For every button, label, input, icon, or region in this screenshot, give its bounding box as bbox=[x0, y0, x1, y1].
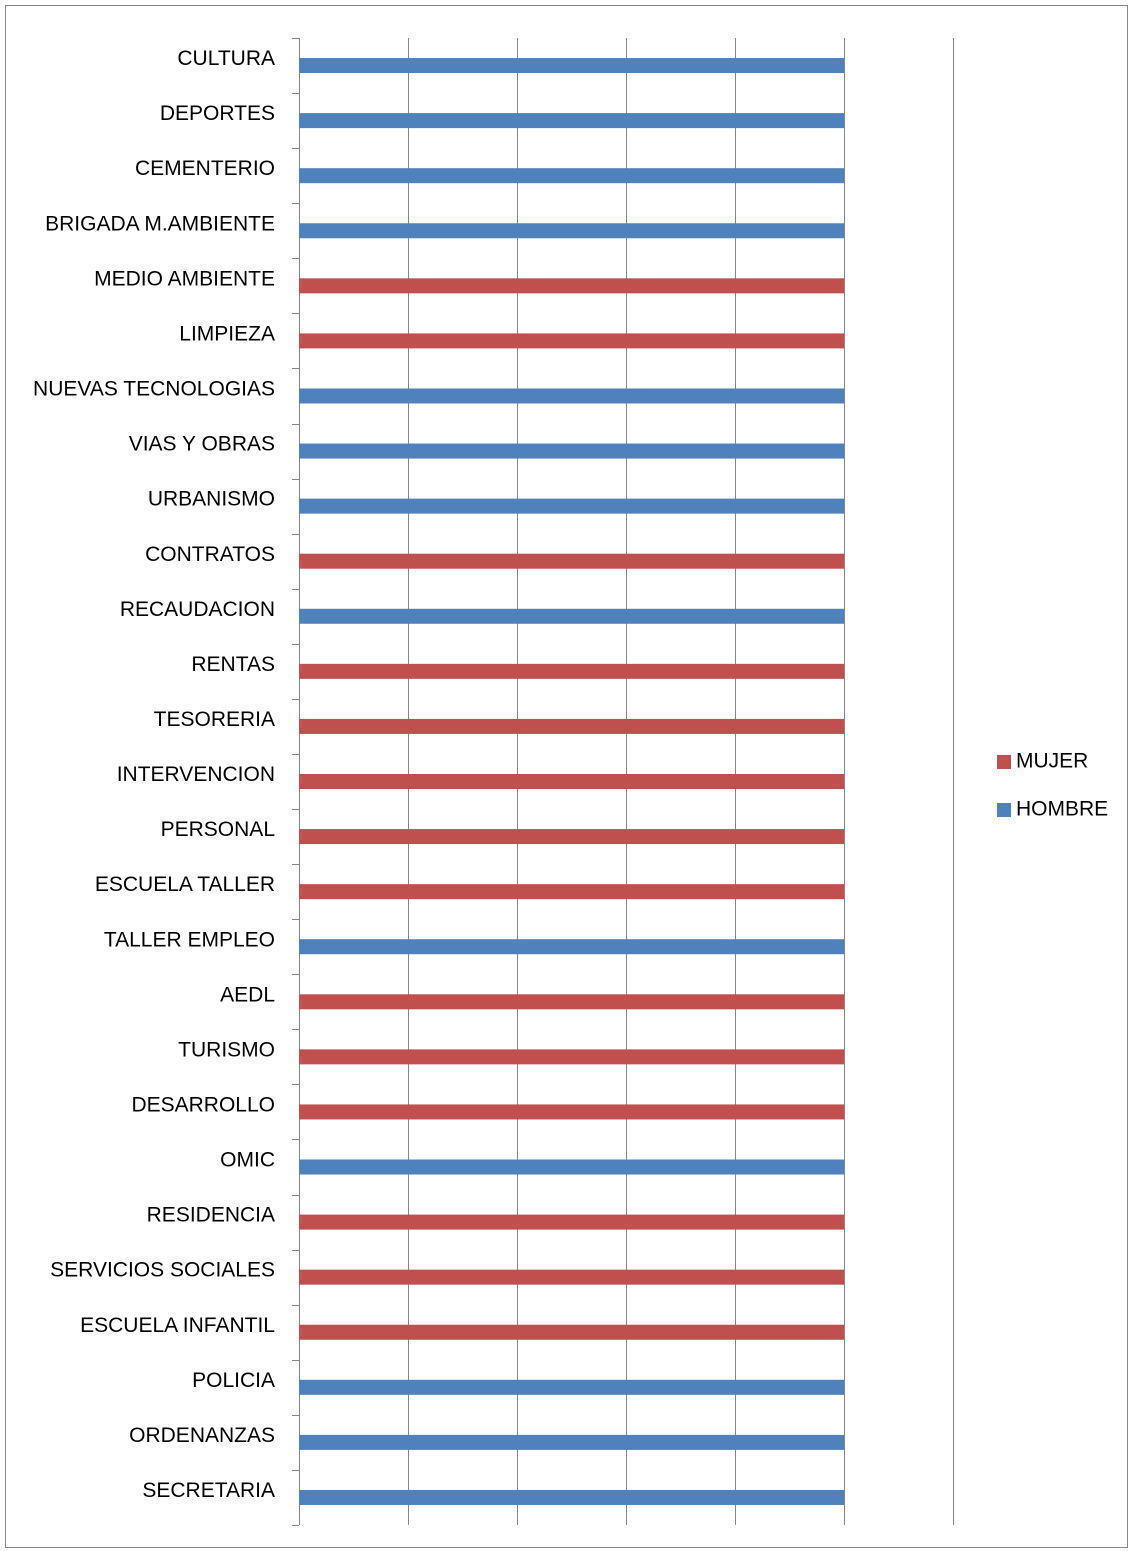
category-label-policia: POLICIA bbox=[192, 1369, 275, 1392]
legend-label-hombre: HOMBRE bbox=[1016, 798, 1108, 821]
category-label-servicios-sociales: SERVICIOS SOCIALES bbox=[50, 1259, 275, 1282]
category-label-brigada-m-ambiente: BRIGADA M.AMBIENTE bbox=[45, 212, 275, 235]
category-label-limpieza: LIMPIEZA bbox=[179, 322, 275, 345]
legend-swatch-mujer bbox=[997, 755, 1011, 769]
category-label-desarrollo: DESARROLLO bbox=[131, 1093, 275, 1116]
category-label-nuevas-tecnologias: NUEVAS TECNOLOGIAS bbox=[33, 378, 275, 401]
bar-hombre-cementerio bbox=[299, 168, 844, 184]
legend-swatch-hombre bbox=[997, 803, 1011, 817]
category-label-tesoreria: TESORERIA bbox=[154, 708, 275, 731]
bar-mujer-servicios-sociales bbox=[299, 1269, 844, 1285]
category-label-intervencion: INTERVENCION bbox=[117, 763, 275, 786]
bar-mujer-personal bbox=[299, 829, 844, 845]
category-label-ordenanzas: ORDENANZAS bbox=[129, 1424, 275, 1447]
bar-mujer-desarrollo bbox=[299, 1104, 844, 1120]
bar-hombre-deportes bbox=[299, 113, 844, 129]
bar-hombre-ordenanzas bbox=[299, 1434, 844, 1450]
category-label-taller-empleo: TALLER EMPLEO bbox=[104, 928, 275, 951]
bar-mujer-rentas bbox=[299, 663, 844, 679]
bar-hombre-vias-y-obras bbox=[299, 443, 844, 459]
bar-hombre-omic bbox=[299, 1159, 844, 1175]
bar-hombre-nuevas-tecnologias bbox=[299, 388, 844, 404]
category-label-cultura: CULTURA bbox=[177, 47, 275, 70]
category-label-vias-y-obras: VIAS Y OBRAS bbox=[129, 433, 275, 456]
category-label-rentas: RENTAS bbox=[191, 653, 275, 676]
bar-mujer-aedl bbox=[299, 994, 844, 1010]
bar-mujer-contratos bbox=[299, 553, 844, 569]
bar-mujer-intervencion bbox=[299, 774, 844, 789]
bar-mujer-residencia bbox=[299, 1214, 844, 1230]
category-label-secretaria: SECRETARIA bbox=[142, 1479, 275, 1502]
bar-mujer-medio-ambiente bbox=[299, 278, 844, 294]
category-label-turismo: TURISMO bbox=[178, 1038, 275, 1061]
category-label-urbanismo: URBANISMO bbox=[148, 488, 275, 511]
category-label-omic: OMIC bbox=[220, 1149, 275, 1172]
category-axis bbox=[292, 38, 300, 1526]
category-label-personal: PERSONAL bbox=[161, 818, 275, 841]
bar-hombre-secretaria bbox=[299, 1489, 844, 1505]
legend: MUJER HOMBRE bbox=[997, 750, 1108, 821]
category-label-residencia: RESIDENCIA bbox=[147, 1204, 275, 1227]
category-label-deportes: DEPORTES bbox=[160, 102, 275, 125]
category-label-cementerio: CEMENTERIO bbox=[135, 157, 275, 180]
category-label-aedl: AEDL bbox=[220, 983, 275, 1006]
category-label-contratos: CONTRATOS bbox=[145, 543, 275, 566]
category-label-medio-ambiente: MEDIO AMBIENTE bbox=[94, 267, 275, 290]
bar-hombre-taller-empleo bbox=[299, 939, 844, 955]
bar-hombre-urbanismo bbox=[299, 498, 844, 514]
category-label-escuela-infantil: ESCUELA INFANTIL bbox=[80, 1314, 275, 1337]
bar-mujer-turismo bbox=[299, 1049, 844, 1065]
bar-mujer-escuela-taller bbox=[299, 884, 844, 900]
category-label-escuela-taller: ESCUELA TALLER bbox=[95, 873, 275, 896]
bar-mujer-tesoreria bbox=[299, 718, 844, 734]
category-labels: SECRETARIA ORDENANZAS POLICIA ESCUELA INFAN… bbox=[33, 47, 275, 1502]
bar-hombre-cultura bbox=[299, 58, 844, 74]
bar-mujer-escuela-infantil bbox=[299, 1324, 844, 1340]
bar-mujer-limpieza bbox=[299, 333, 844, 349]
bars bbox=[299, 58, 844, 1505]
category-label-recaudacion: RECAUDACION bbox=[120, 598, 275, 621]
bar-hombre-brigada-m-ambiente bbox=[299, 223, 844, 239]
legend-label-mujer: MUJER bbox=[1016, 750, 1088, 773]
bar-hombre-policia bbox=[299, 1379, 844, 1395]
bar-hombre-recaudacion bbox=[299, 608, 844, 624]
